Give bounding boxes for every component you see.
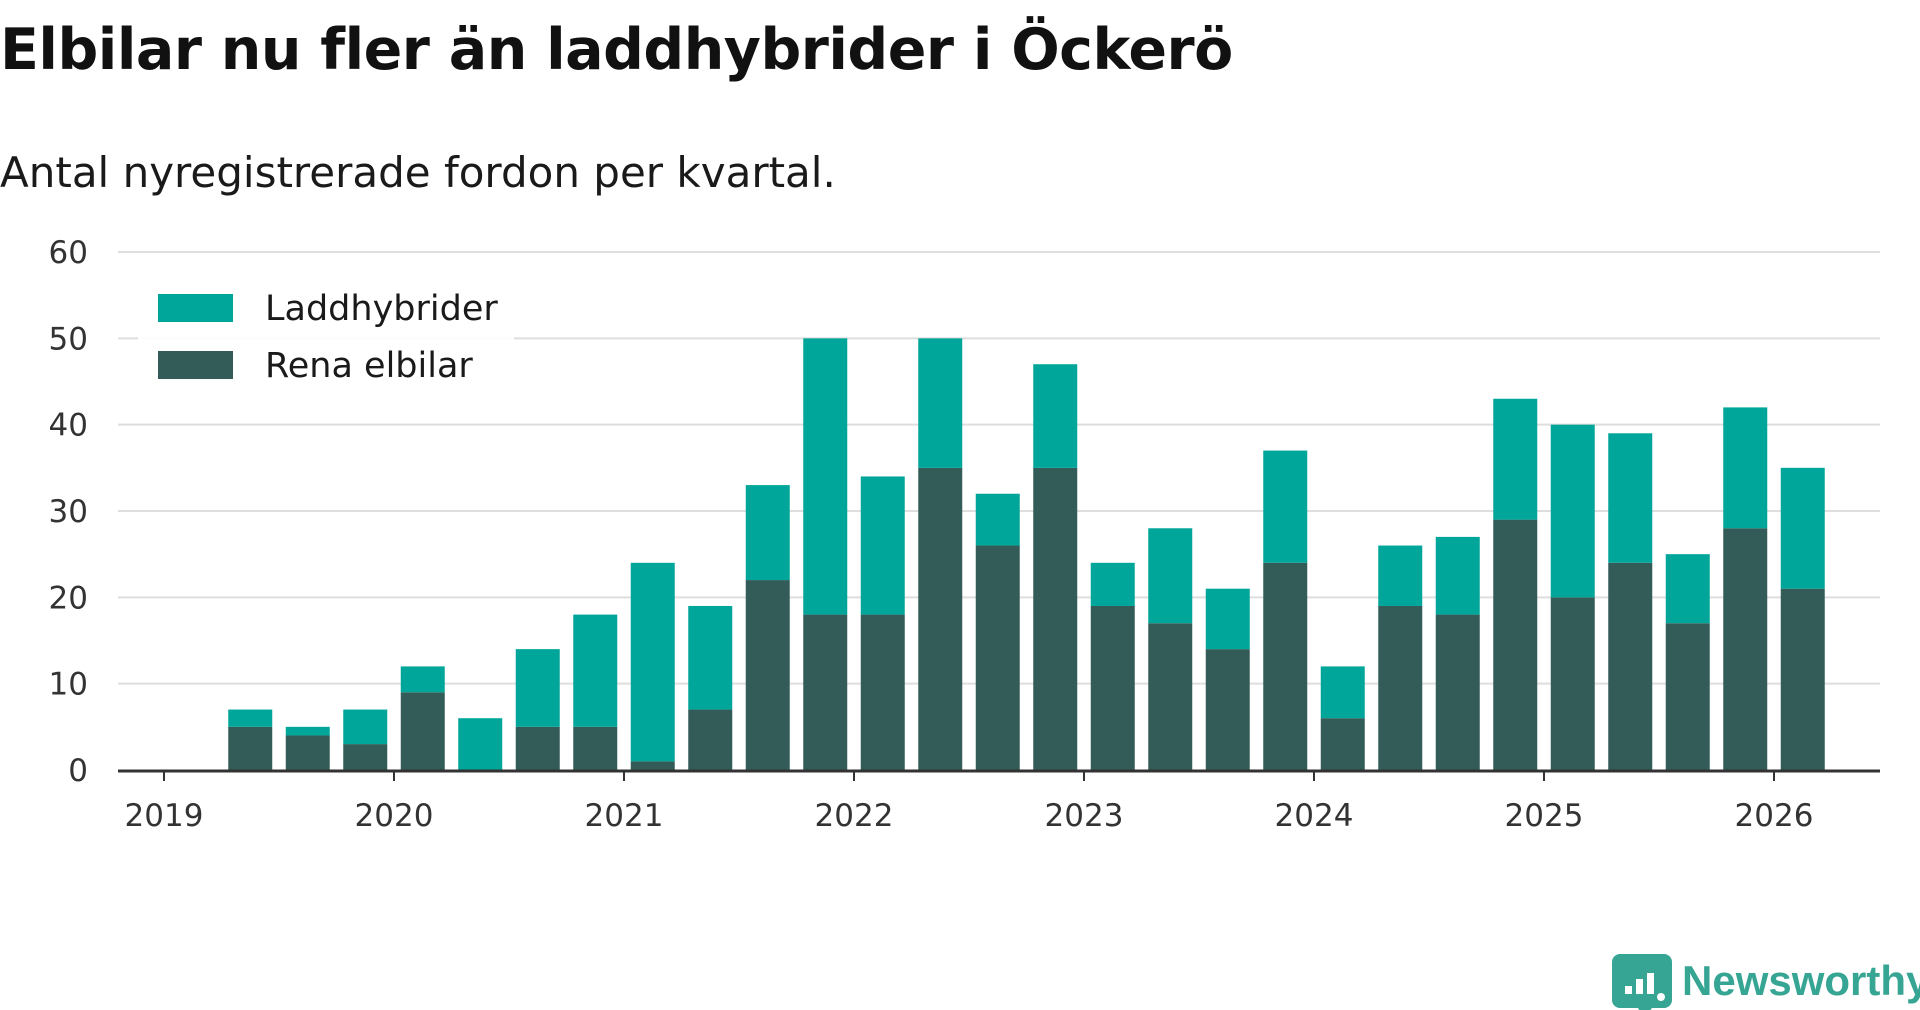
bar-segment — [515, 726, 560, 770]
bar-segment — [400, 692, 445, 770]
bar-segment — [1493, 519, 1538, 770]
y-tick-label: 40 — [49, 408, 88, 444]
bar-segment — [1780, 588, 1825, 770]
bar-segment — [285, 726, 330, 736]
bar-segment — [1550, 597, 1595, 770]
bar-segment — [1320, 666, 1365, 719]
bar-segment — [515, 649, 560, 727]
logo-bar-icon — [1636, 979, 1643, 994]
bar-segment — [1608, 562, 1653, 770]
bar-segment — [343, 744, 388, 770]
chart-title: Elbilar nu fler än laddhybrider i Öckerö — [0, 17, 1233, 83]
bar-segment — [1205, 588, 1250, 650]
bar-segment — [1320, 718, 1365, 770]
bar-segment — [400, 666, 445, 693]
bar-segment — [1608, 433, 1653, 563]
bar-segment — [1435, 536, 1480, 615]
newsworthy-logo: Newsworthy — [1612, 954, 1920, 1010]
logo-dot-icon — [1657, 993, 1665, 1001]
bar-segment — [975, 545, 1020, 770]
bar-segment — [1378, 605, 1423, 770]
legend-label: Laddhybrider — [265, 289, 498, 329]
bar-segment — [1780, 467, 1825, 589]
bar-segment — [1550, 424, 1595, 598]
logo-bar-icon — [1625, 986, 1632, 994]
bar-segment — [1263, 450, 1308, 563]
legend-label: Rena elbilar — [265, 346, 473, 386]
legend-swatch — [158, 294, 233, 322]
bar-segment — [630, 761, 675, 770]
y-tick-label: 0 — [68, 753, 88, 789]
bar-segment — [688, 709, 733, 770]
logo-wordmark: Newsworthy — [1682, 957, 1920, 1004]
bar-segment — [630, 562, 675, 762]
y-tick-label: 20 — [49, 580, 88, 616]
y-axis-ticks: 0 10 20 30 40 50 60 — [49, 235, 88, 789]
bar-segment — [1148, 623, 1193, 770]
bar-segment — [573, 614, 618, 727]
bar-segment — [688, 605, 733, 710]
bar-segment — [1090, 605, 1135, 770]
bar-segment — [228, 726, 273, 770]
bar-segment — [803, 338, 848, 615]
bar-segment — [1263, 562, 1308, 770]
x-tick-label: 2024 — [1275, 798, 1354, 834]
x-tick-label: 2023 — [1045, 798, 1124, 834]
legend: Laddhybrider Rena elbilar — [138, 282, 514, 390]
bar-segment — [860, 614, 905, 770]
bar-segment — [1378, 545, 1423, 606]
bar-segment — [1033, 467, 1078, 770]
bar-segment — [1723, 407, 1768, 529]
x-tick-label: 2021 — [585, 798, 664, 834]
bar-segment — [573, 726, 618, 770]
y-tick-label: 50 — [49, 321, 88, 357]
y-tick-label: 60 — [49, 235, 88, 271]
x-tick-label: 2019 — [125, 798, 204, 834]
bar-segment — [1205, 649, 1250, 770]
bar-segment — [1033, 364, 1078, 468]
x-axis-ticks: 2019 2020 2021 2022 2023 2024 2025 2026 — [125, 770, 1814, 834]
bar-segment — [343, 709, 388, 745]
bar-segment — [1665, 623, 1710, 770]
bar-segment — [285, 735, 330, 770]
y-tick-label: 30 — [49, 494, 88, 530]
chart-subtitle: Antal nyregistrerade fordon per kvartal. — [0, 148, 836, 197]
bar-segment — [745, 485, 790, 581]
x-tick-label: 2020 — [355, 798, 434, 834]
bar-segment — [918, 467, 963, 770]
bar-segment — [1090, 562, 1135, 606]
bar-segment — [1723, 528, 1768, 770]
bars — [228, 338, 1825, 770]
bar-segment — [918, 338, 963, 468]
bar-segment — [975, 493, 1020, 546]
x-tick-label: 2026 — [1735, 798, 1814, 834]
bar-segment — [1493, 398, 1538, 520]
bar-segment — [803, 614, 848, 770]
bar-segment — [860, 476, 905, 615]
bar-segment — [1665, 554, 1710, 624]
bar-segment — [1148, 528, 1193, 624]
bar-segment — [1435, 614, 1480, 770]
bar-segment — [228, 709, 273, 727]
legend-swatch — [158, 351, 233, 379]
y-tick-label: 10 — [49, 667, 88, 703]
x-tick-label: 2022 — [815, 798, 894, 834]
bar-segment — [745, 580, 790, 770]
bar-segment — [458, 718, 503, 770]
x-tick-label: 2025 — [1505, 798, 1584, 834]
logo-bar-icon — [1647, 973, 1654, 994]
